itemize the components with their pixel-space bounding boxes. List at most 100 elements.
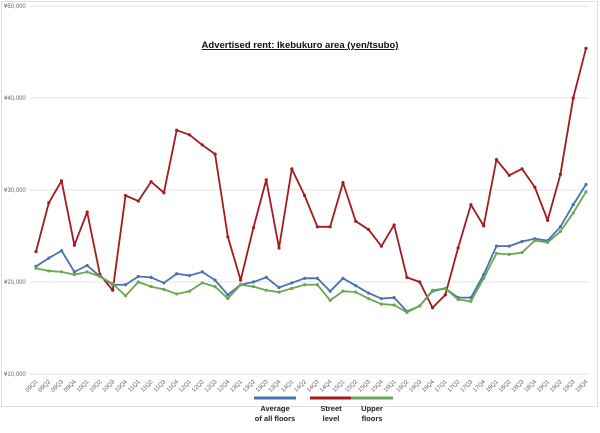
data-point xyxy=(47,269,51,273)
data-point xyxy=(392,303,396,307)
data-point xyxy=(34,250,38,254)
data-point xyxy=(469,203,473,207)
data-point xyxy=(571,96,575,100)
data-point xyxy=(136,274,140,279)
data-point xyxy=(251,226,256,230)
data-point xyxy=(85,210,89,214)
data-point xyxy=(72,273,76,277)
data-point xyxy=(507,252,511,256)
data-point xyxy=(251,285,256,289)
data-point xyxy=(379,302,383,306)
data-point xyxy=(584,182,588,187)
data-point xyxy=(59,249,64,253)
data-point xyxy=(277,246,281,250)
chart-title: Advertised rent: Ikebukuro area (yen/tsu… xyxy=(202,40,399,51)
data-point xyxy=(507,244,511,248)
legend-label: of all floors xyxy=(255,414,295,423)
data-point xyxy=(136,199,140,203)
data-point xyxy=(251,280,256,284)
data-point xyxy=(443,286,447,291)
data-point xyxy=(354,290,358,294)
data-point xyxy=(72,270,76,274)
data-point xyxy=(469,299,473,303)
data-point xyxy=(34,266,38,270)
data-point xyxy=(571,211,575,215)
data-point xyxy=(149,180,153,184)
data-point xyxy=(392,296,396,300)
data-point xyxy=(277,285,281,290)
data-point xyxy=(328,289,332,293)
series-upper-floors xyxy=(34,190,588,314)
data-point xyxy=(162,281,166,285)
data-point xyxy=(303,193,307,198)
data-point xyxy=(328,225,332,229)
data-point xyxy=(354,219,358,223)
data-point xyxy=(443,293,447,297)
data-point xyxy=(418,304,422,308)
data-point xyxy=(187,273,192,278)
data-point xyxy=(290,167,294,171)
data-point xyxy=(507,173,511,177)
data-point xyxy=(558,172,563,176)
legend-label: level xyxy=(323,414,340,423)
data-point xyxy=(123,294,128,298)
data-point xyxy=(85,263,89,268)
data-point xyxy=(546,218,550,222)
data-point xyxy=(354,284,358,288)
data-point xyxy=(239,283,243,287)
data-point xyxy=(341,276,345,280)
data-point xyxy=(226,235,230,239)
data-point xyxy=(584,46,588,50)
data-point xyxy=(226,296,230,301)
data-point xyxy=(162,287,166,291)
series-street-level xyxy=(34,46,588,310)
data-point xyxy=(520,167,524,171)
data-point xyxy=(303,283,307,287)
data-point xyxy=(418,280,422,284)
data-point xyxy=(546,240,550,245)
data-point xyxy=(264,288,268,292)
data-point xyxy=(315,225,319,229)
data-point xyxy=(430,288,435,292)
data-point xyxy=(430,306,435,310)
data-point xyxy=(290,281,294,285)
series-line xyxy=(35,191,587,314)
y-tick-label: ¥50,000 xyxy=(4,4,26,10)
data-point xyxy=(533,185,537,189)
data-point xyxy=(277,290,281,294)
data-point xyxy=(341,289,345,293)
data-point xyxy=(520,250,524,255)
data-point xyxy=(520,239,524,244)
data-point xyxy=(558,229,563,233)
data-point xyxy=(111,288,115,292)
y-tick-label: ¥40,000 xyxy=(4,96,26,102)
data-point xyxy=(175,128,179,132)
legend-label: Street xyxy=(320,404,342,413)
data-point xyxy=(558,225,563,229)
data-point xyxy=(482,224,486,228)
data-point xyxy=(47,256,51,260)
data-point xyxy=(303,276,307,280)
data-point xyxy=(187,289,192,293)
data-point xyxy=(85,270,89,274)
data-point xyxy=(213,152,217,156)
data-point xyxy=(366,227,371,232)
data-point xyxy=(123,193,128,198)
data-point xyxy=(72,243,76,247)
data-point xyxy=(59,179,64,183)
data-point xyxy=(200,281,204,285)
legend-label: Average xyxy=(260,404,289,413)
data-point xyxy=(392,223,396,227)
series-average-of-all-floors xyxy=(34,182,588,314)
data-point xyxy=(149,285,153,289)
data-point xyxy=(213,278,217,282)
data-point xyxy=(456,297,460,302)
data-point xyxy=(149,275,153,279)
data-point xyxy=(264,275,268,279)
data-point xyxy=(315,276,319,280)
data-point xyxy=(213,285,217,289)
